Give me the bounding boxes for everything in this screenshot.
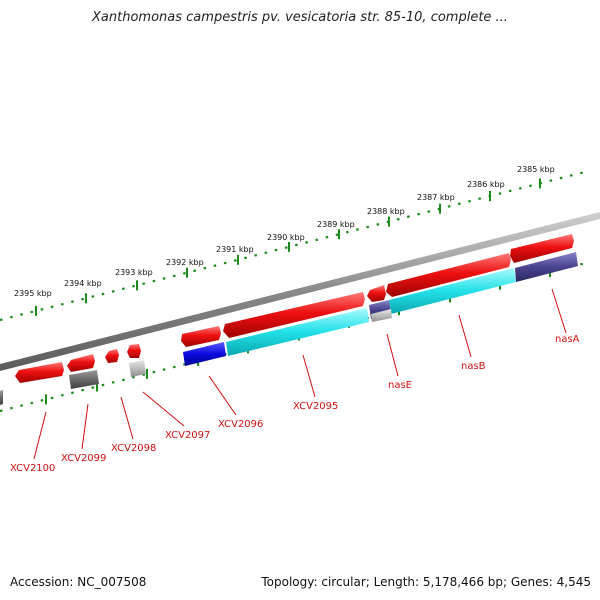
leader-line-XCV2100	[33, 411, 47, 460]
gene-arrow-XCV2100[interactable]	[15, 362, 64, 383]
leader-line-nasA	[551, 288, 567, 334]
genome-backbone	[0, 212, 600, 371]
genome-stats-text: Topology: circular; Length: 5,178,466 bp…	[261, 575, 591, 589]
gene-arrow-nasB[interactable]	[386, 253, 511, 297]
kbp-label-2385: 2385 kbp	[517, 165, 555, 174]
gene-label-XCV2099[interactable]: XCV2099	[61, 453, 106, 464]
cds-XCV2096[interactable]	[183, 342, 226, 366]
cds-XCV2099[interactable]	[69, 370, 99, 389]
leader-line-XCV2096	[208, 375, 237, 416]
kbp-label-2395: 2395 kbp	[14, 289, 52, 298]
leader-line-XCV2098	[120, 396, 134, 440]
cds-nasE-lower	[371, 309, 392, 322]
kbp-label-2392: 2392 kbp	[166, 258, 204, 267]
gene-label-XCV2100[interactable]: XCV2100	[10, 463, 55, 474]
cds-nasB[interactable]	[389, 268, 516, 314]
kbp-label-2388: 2388 kbp	[367, 207, 405, 216]
gene-arrow-XCV2097[interactable]	[127, 344, 141, 358]
gene-label-nasB[interactable]: nasB	[461, 361, 486, 372]
gene-label-nasE[interactable]: nasE	[388, 380, 412, 391]
kbp-label-2391: 2391 kbp	[216, 245, 254, 254]
page-title: Xanthomonas campestris pv. vesicatoria s…	[92, 10, 508, 25]
gene-arrow-XCV2099[interactable]	[67, 354, 95, 372]
gene-arrow-XCV2095[interactable]	[223, 292, 365, 338]
gene-label-XCV2097[interactable]: XCV2097	[165, 430, 210, 441]
gene-arrow-nasE[interactable]	[367, 285, 386, 302]
kbp-label-2386: 2386 kbp	[467, 180, 505, 189]
gene-label-XCV2096[interactable]: XCV2096	[218, 419, 263, 430]
kbp-label-2387: 2387 kbp	[417, 193, 455, 202]
leader-line-XCV2099	[81, 403, 89, 450]
cds-partial-left	[0, 390, 3, 405]
leader-line-nasB	[458, 314, 472, 358]
leader-line-XCV2095	[302, 354, 316, 398]
kbp-label-2393: 2393 kbp	[115, 268, 153, 277]
accession-text: Accession: NC_007508	[10, 575, 147, 589]
gene-label-XCV2098[interactable]: XCV2098	[111, 443, 156, 454]
outer-major-ticks	[35, 178, 541, 316]
kbp-label-2394: 2394 kbp	[64, 279, 102, 288]
gene-arrow-XCV2098[interactable]	[105, 349, 119, 363]
gene-arrow-nasA[interactable]	[510, 234, 574, 263]
kbp-label-2390: 2390 kbp	[267, 233, 305, 242]
gene-label-XCV2095[interactable]: XCV2095	[293, 401, 338, 412]
kbp-label-2389: 2389 kbp	[317, 220, 355, 229]
gene-label-nasA[interactable]: nasA	[555, 334, 580, 345]
cds-XCV2095[interactable]	[226, 308, 369, 356]
outer-scale-track	[0, 170, 586, 322]
gene-arrow-XCV2096[interactable]	[181, 326, 221, 347]
cds-XCV2098[interactable]	[129, 360, 146, 377]
leader-line-nasE	[386, 333, 399, 377]
leader-line-XCV2097	[142, 391, 185, 427]
cds-nasA[interactable]	[515, 252, 578, 282]
